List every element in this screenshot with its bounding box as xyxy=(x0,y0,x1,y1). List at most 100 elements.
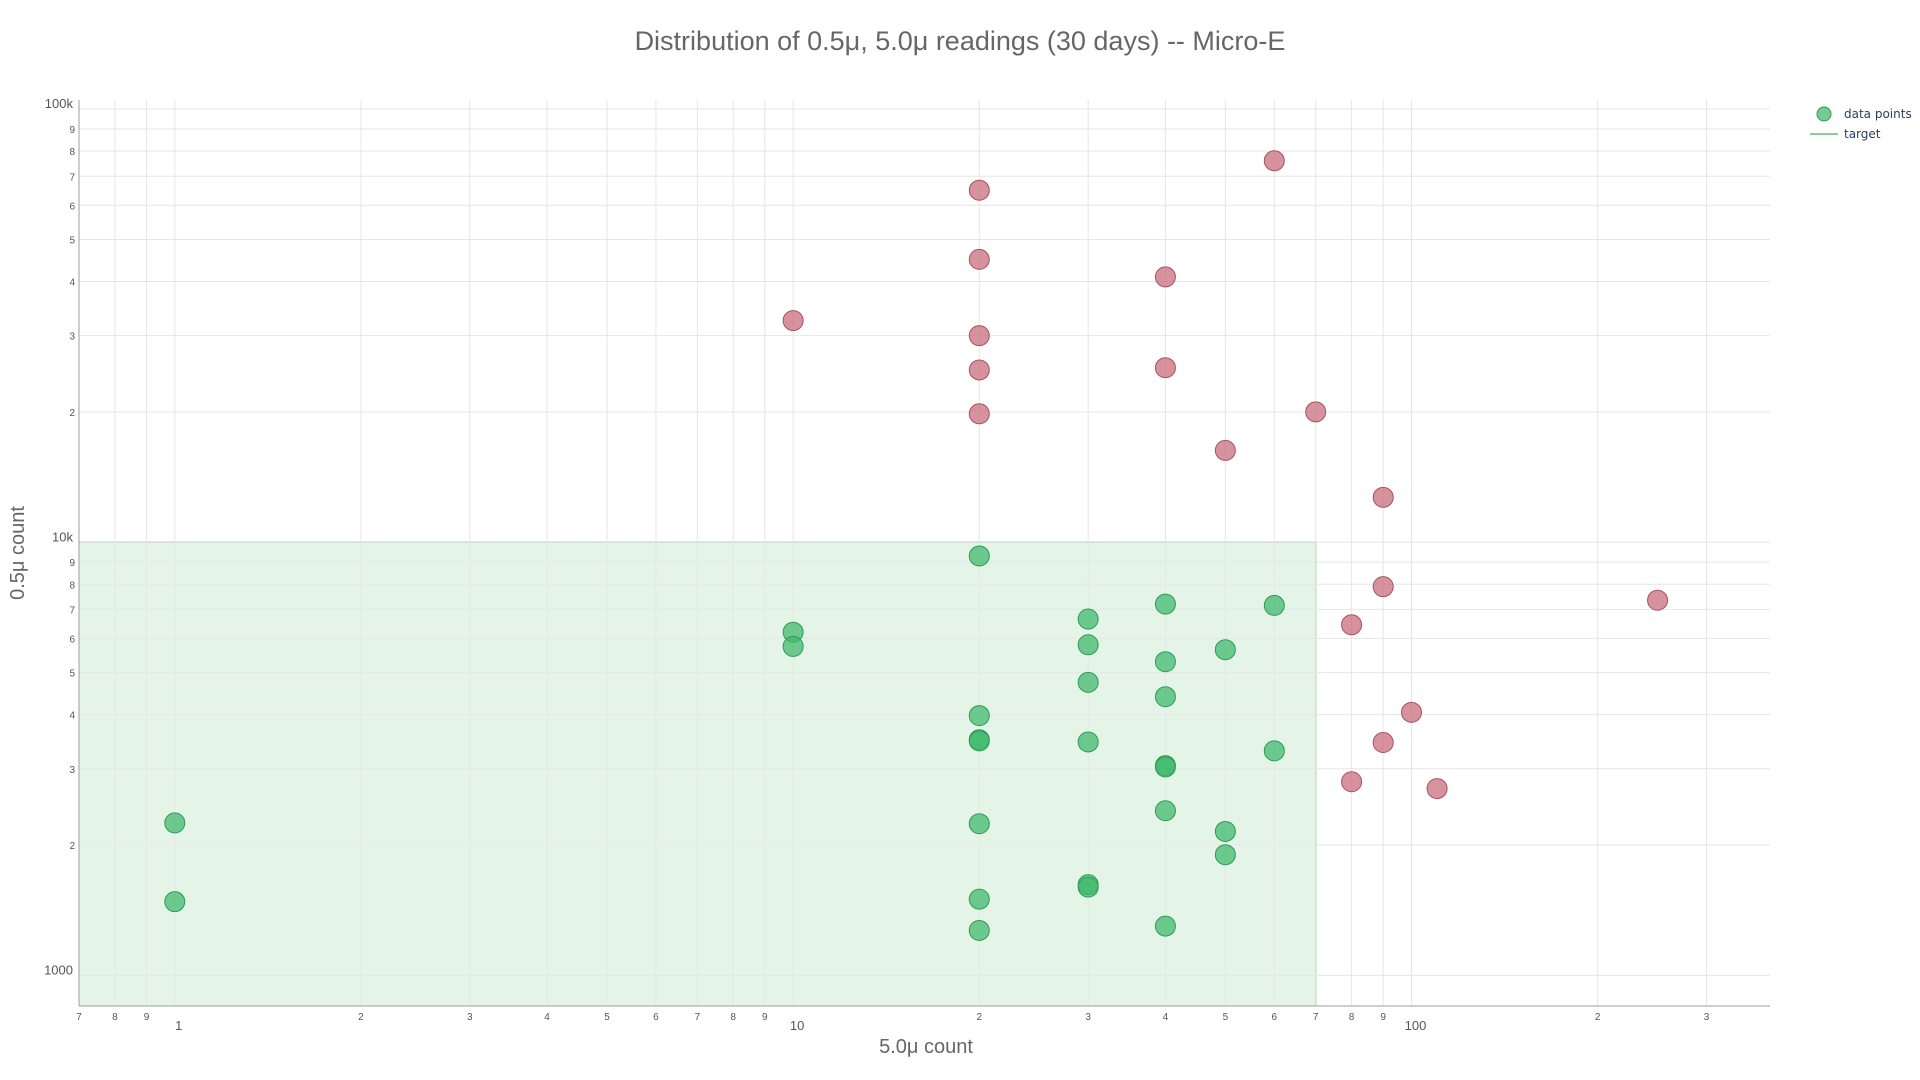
data-point-out-of-target xyxy=(968,248,990,270)
data-point-out-of-target xyxy=(968,403,990,425)
x-tick-label: 8 xyxy=(730,1012,736,1023)
x-tick-label: 1 xyxy=(175,1018,182,1033)
y-tick-label: 8 xyxy=(69,147,75,158)
data-point-out-of-target xyxy=(1214,439,1236,461)
data-point-in-target xyxy=(1077,634,1099,656)
data-point-in-target xyxy=(968,813,990,835)
data-point-out-of-target xyxy=(1647,589,1669,611)
data-point-in-target xyxy=(968,888,990,910)
data-point-in-target xyxy=(1154,800,1176,822)
legend-marker-icon xyxy=(1816,106,1832,122)
y-tick-label: 10k xyxy=(52,529,73,544)
y-axis-title: 0.5μ count xyxy=(7,506,29,600)
data-point-in-target xyxy=(1154,756,1176,778)
x-tick-label: 3 xyxy=(467,1012,473,1023)
legend-label: data points xyxy=(1844,107,1912,121)
data-points-layer xyxy=(164,150,1669,941)
data-point-out-of-target xyxy=(968,179,990,201)
x-tick-label: 7 xyxy=(1313,1012,1319,1023)
data-point-out-of-target xyxy=(1305,401,1327,423)
legend-item-marker[interactable]: data points xyxy=(1816,106,1912,122)
y-tick-label: 3 xyxy=(69,332,75,343)
data-point-in-target xyxy=(164,891,186,913)
data-point-in-target xyxy=(1154,686,1176,708)
x-tick-label: 9 xyxy=(762,1012,768,1023)
y-tick-label: 9 xyxy=(69,558,75,569)
x-tick-label: 3 xyxy=(1704,1012,1710,1023)
x-tick-label: 4 xyxy=(544,1012,550,1023)
data-point-out-of-target xyxy=(1154,266,1176,288)
data-point-out-of-target xyxy=(1426,778,1448,800)
x-tick-label: 10 xyxy=(790,1018,804,1033)
data-point-out-of-target xyxy=(1400,701,1422,723)
data-point-out-of-target xyxy=(1372,731,1394,753)
y-tick-label: 4 xyxy=(69,711,75,722)
x-tick-label: 100 xyxy=(1405,1018,1427,1033)
y-tick-label: 5 xyxy=(69,669,75,680)
x-tick-label: 5 xyxy=(604,1012,610,1023)
y-tick-label: 4 xyxy=(69,278,75,289)
x-tick-labels: 7 8 9 2 3 4 5 6 7 8 9 2 3 4 5 6 7 8 9 2 3 1 10 100 xyxy=(76,1012,1710,1033)
chart-title: Distribution of 0.5μ, 5.0μ readings (30 … xyxy=(635,26,1286,56)
data-point-in-target xyxy=(1214,820,1236,842)
data-point-in-target xyxy=(1154,915,1176,937)
x-tick-label: 8 xyxy=(112,1012,118,1023)
grid-layer xyxy=(78,100,1770,1006)
y-tick-label: 8 xyxy=(69,580,75,591)
data-point-in-target xyxy=(1154,651,1176,673)
y-tick-label: 7 xyxy=(69,605,75,616)
data-point-out-of-target xyxy=(1341,771,1363,793)
data-point-out-of-target xyxy=(1372,486,1394,508)
y-tick-label: 7 xyxy=(69,172,75,183)
y-tick-label: 6 xyxy=(69,634,75,645)
data-point-out-of-target xyxy=(1154,357,1176,379)
data-point-out-of-target xyxy=(968,359,990,381)
data-point-out-of-target xyxy=(1263,150,1285,172)
data-point-in-target xyxy=(1214,844,1236,866)
x-tick-label: 6 xyxy=(653,1012,659,1023)
x-axis-title: 5.0μ count xyxy=(879,1036,973,1058)
data-point-out-of-target xyxy=(1341,614,1363,636)
y-tick-label: 5 xyxy=(69,236,75,247)
data-point-in-target xyxy=(1077,876,1099,898)
y-tick-label: 1000 xyxy=(44,962,73,977)
data-point-in-target xyxy=(968,545,990,567)
data-point-in-target xyxy=(164,812,186,834)
x-tick-label: 2 xyxy=(976,1012,982,1023)
data-point-out-of-target xyxy=(782,310,804,332)
data-point-in-target xyxy=(782,635,804,657)
y-tick-labels: 2 3 4 5 6 7 8 9 2 3 4 5 6 7 8 9 1000 10k 100k xyxy=(44,96,75,977)
y-tick-label: 3 xyxy=(69,765,75,776)
x-tick-label: 5 xyxy=(1223,1012,1229,1023)
x-tick-label: 2 xyxy=(358,1012,364,1023)
x-tick-label: 6 xyxy=(1272,1012,1278,1023)
x-tick-label: 9 xyxy=(144,1012,150,1023)
x-tick-label: 7 xyxy=(695,1012,701,1023)
data-point-in-target xyxy=(968,705,990,727)
data-point-in-target xyxy=(1077,608,1099,630)
legend[interactable]: data points target xyxy=(1810,106,1912,141)
data-point-in-target xyxy=(1077,731,1099,753)
legend-item-line[interactable]: target xyxy=(1810,127,1881,141)
legend-label: target xyxy=(1844,127,1881,141)
x-tick-label: 8 xyxy=(1349,1012,1355,1023)
x-tick-label: 3 xyxy=(1085,1012,1091,1023)
x-tick-label: 7 xyxy=(76,1012,82,1023)
y-tick-label: 9 xyxy=(69,125,75,136)
data-point-in-target xyxy=(1263,594,1285,616)
x-tick-label: 2 xyxy=(1595,1012,1601,1023)
data-point-in-target xyxy=(1154,593,1176,615)
y-tick-label: 2 xyxy=(69,841,75,852)
data-point-out-of-target xyxy=(968,325,990,347)
y-tick-label: 100k xyxy=(45,96,74,111)
x-tick-label: 4 xyxy=(1163,1012,1169,1023)
x-tick-label: 9 xyxy=(1380,1012,1386,1023)
axes-layer xyxy=(78,100,1770,1007)
data-point-in-target xyxy=(1214,639,1236,661)
data-point-in-target xyxy=(968,730,990,752)
data-point-out-of-target xyxy=(1372,576,1394,598)
y-tick-label: 2 xyxy=(69,408,75,419)
data-point-in-target xyxy=(1263,740,1285,762)
